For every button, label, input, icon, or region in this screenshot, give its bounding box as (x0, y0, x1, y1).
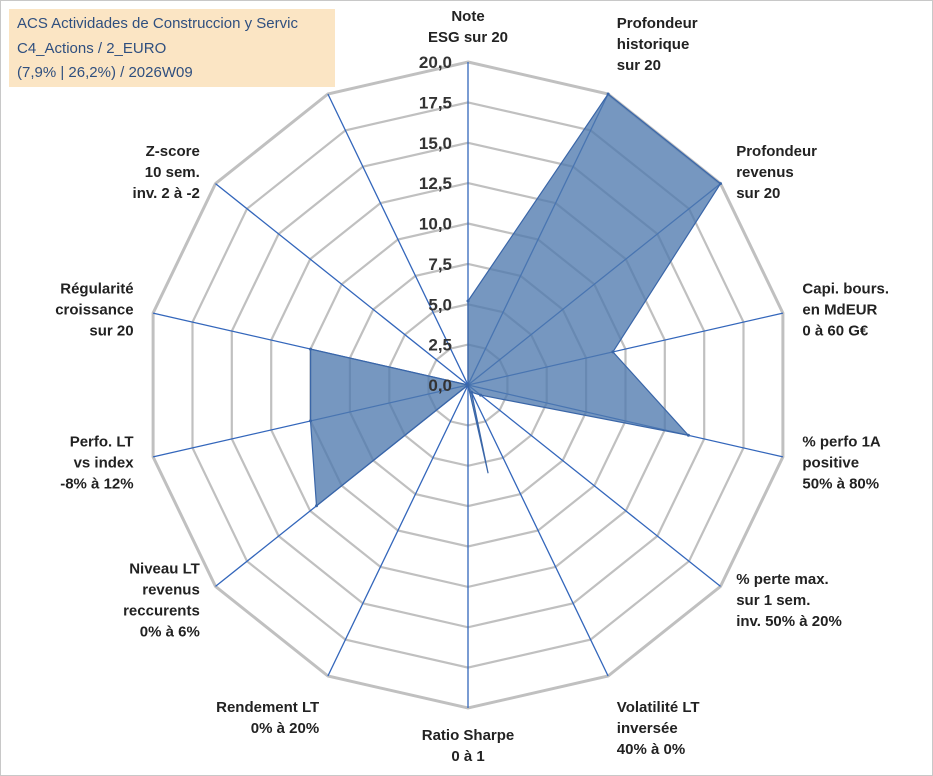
data-point (309, 419, 312, 423)
axis-label-line: Capi. bours. (802, 281, 889, 298)
axis-label-line: Perfo. LT (70, 433, 134, 450)
data-point (470, 390, 473, 394)
tick-label: 0,0 (428, 376, 452, 395)
axis-spoke (467, 384, 609, 677)
tick-label: 20,0 (419, 53, 452, 72)
axis-label: Régularité croissance sur 20 (55, 281, 133, 340)
axis-label-line: % perfo 1A (802, 433, 881, 450)
axis-label: % perfo 1A positive 50% à 80% (802, 433, 881, 492)
axis-label-line: Volatilité LT (617, 699, 700, 716)
axis-label: Note ESG sur 20 (428, 8, 508, 46)
axis-label-line: 40% à 0% (617, 741, 685, 758)
data-point (686, 433, 690, 437)
axis-label-line: revenus (142, 581, 200, 598)
axis-label-line: croissance (55, 302, 133, 319)
axis-spoke (327, 93, 469, 386)
radar-axis-labels: Note ESG sur 20 Profondeur historique sur 20… (55, 8, 889, 765)
axis-spoke (327, 384, 469, 677)
axis-label: Volatilité LT inversée 40% à 0% (617, 699, 700, 758)
tick-label: 2,5 (428, 336, 452, 355)
axis-label-line: inv. 2 à -2 (133, 185, 200, 202)
axis-label-line: sur 1 sem. (736, 592, 810, 609)
axis-label: Perfo. LT vs index -8% à 12% (60, 433, 134, 492)
axis-label-line: inv. 50% à 20% (736, 613, 842, 630)
axis-label-line: reccurents (123, 602, 200, 619)
data-point (466, 383, 470, 387)
tick-label: 10,0 (419, 215, 452, 234)
axis-label-line: sur 20 (89, 323, 133, 340)
data-point (309, 347, 312, 351)
axis-label-line: Niveau LT (129, 560, 200, 577)
data-point (606, 92, 610, 96)
axis-label-line: revenus (736, 164, 794, 181)
axis-label-line: % perte max. (736, 571, 829, 588)
tick-label: 17,5 (419, 93, 452, 112)
axis-label: Niveau LT revenus reccurents 0% à 6% (123, 560, 200, 640)
axis-label-line: 0 à 1 (451, 748, 484, 765)
axis-label-line: Ratio Sharpe (422, 727, 515, 744)
axis-spoke (215, 183, 469, 386)
tick-label: 5,0 (428, 295, 452, 314)
axis-label-line: Note (451, 8, 484, 25)
data-point (315, 504, 318, 508)
data-point (479, 393, 483, 397)
axis-label-line: 0% à 6% (140, 623, 200, 640)
axis-spoke (467, 384, 721, 587)
axis-label-line: Rendement LT (216, 699, 319, 716)
axis-label-line: Profondeur (617, 15, 698, 32)
radar-tick-labels: 0,0 2,5 5,0 7,5 10,0 12,5 15,0 17,5 20,0 (419, 53, 452, 395)
axis-label-line: Profondeur (736, 143, 817, 160)
axis-label-line: sur 20 (736, 185, 780, 202)
axis-label-line: ESG sur 20 (428, 29, 508, 46)
company-name: ACS Actividades de Construccion y Servic (17, 15, 298, 32)
axis-label-line: 0 à 60 G€ (802, 323, 869, 340)
axis-label-line: 10 sem. (145, 164, 200, 181)
axis-label-line: sur 20 (617, 57, 661, 74)
data-point (719, 182, 722, 186)
axis-label: Ratio Sharpe 0 à 1 (422, 727, 515, 765)
axis-label: Z-score 10 sem. inv. 2 à -2 (133, 143, 200, 202)
data-point (466, 299, 470, 303)
data-point (611, 350, 615, 354)
axis-label-line: vs index (74, 454, 135, 471)
axis-label: Profondeur historique sur 20 (617, 15, 698, 74)
axis-label-line: Régularité (60, 281, 133, 298)
tick-label: 15,0 (419, 134, 452, 153)
tick-label: 12,5 (419, 174, 452, 193)
category-label: C4_Actions / 2_EURO (17, 40, 167, 57)
info-box: ACS Actividades de Construccion y Servic… (9, 9, 335, 87)
axis-label-line: 0% à 20% (251, 720, 319, 737)
tick-label: 7,5 (428, 255, 452, 274)
axis-label-line: 50% à 80% (802, 475, 879, 492)
axis-label-line: -8% à 12% (60, 475, 133, 492)
axis-label: Rendement LT 0% à 20% (216, 699, 319, 737)
axis-label-line: positive (802, 454, 859, 471)
radar-series (309, 92, 722, 508)
axis-label: Capi. bours. en MdEUR 0 à 60 G€ (802, 281, 889, 340)
axis-label: Profondeur revenus sur 20 (736, 143, 817, 202)
axis-label: % perte max. sur 1 sem. inv. 50% à 20% (736, 571, 842, 630)
axis-label-line: inversée (617, 720, 678, 737)
series-area (309, 93, 722, 507)
axis-label-line: en MdEUR (802, 302, 877, 319)
period-label: (7,9% | 26,2%) / 2026W09 (17, 64, 193, 81)
axis-label-line: historique (617, 36, 690, 53)
axis-label-line: Z-score (146, 143, 200, 160)
